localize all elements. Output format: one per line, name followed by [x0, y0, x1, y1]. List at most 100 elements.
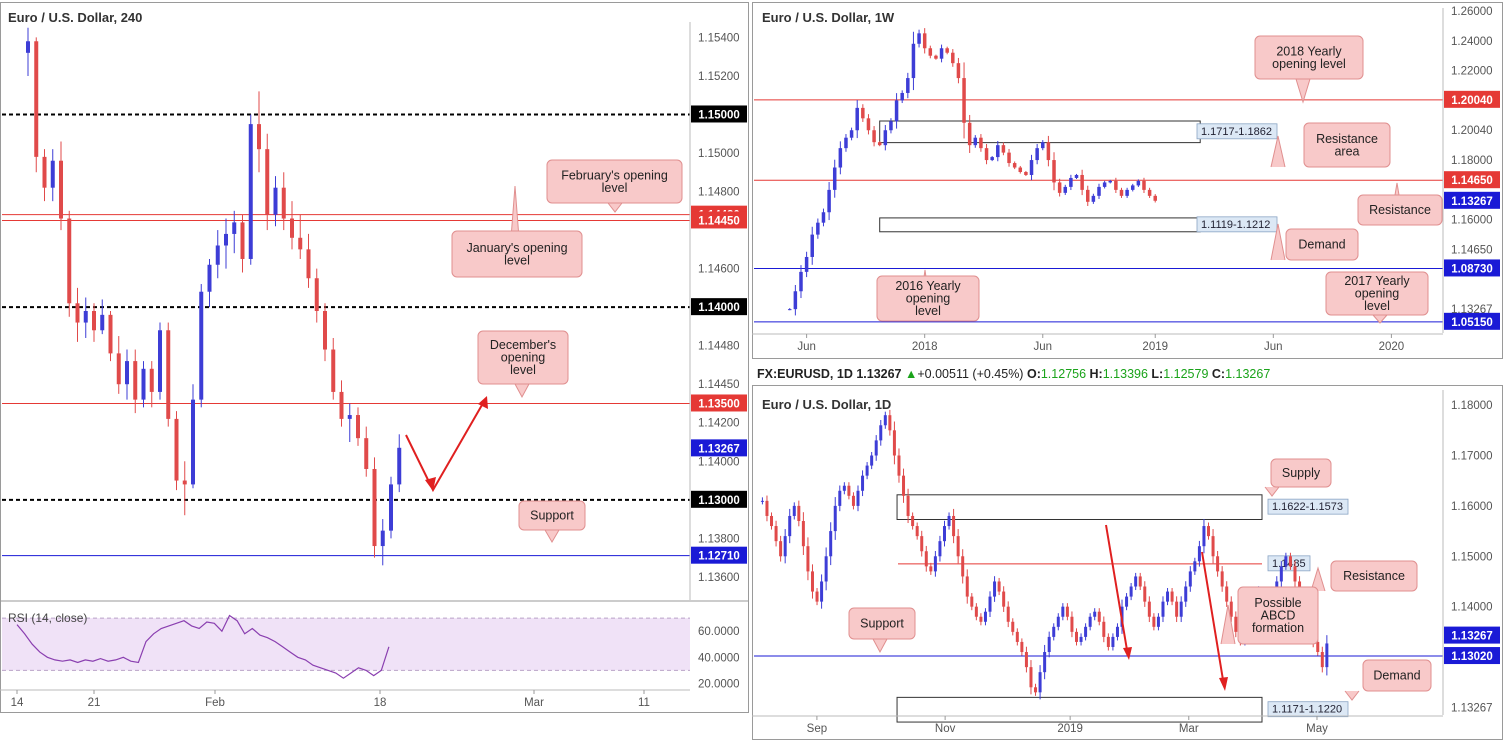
weekly-candle — [1119, 189, 1124, 196]
daily-candle — [788, 515, 792, 537]
price-candle — [248, 124, 253, 259]
resistance-callout-text: Resistance — [1369, 203, 1431, 217]
price-candle — [149, 368, 154, 392]
weekly-candle — [821, 212, 826, 223]
weekly-candle — [872, 130, 876, 143]
price-candle — [141, 368, 146, 400]
daily-candle — [929, 566, 933, 572]
daily-candle — [1115, 626, 1119, 637]
daily-candle — [820, 581, 824, 602]
abcd-callout-text: Possible ABCD formation — [1252, 596, 1304, 635]
supply-callout-text: Supply — [1282, 466, 1321, 480]
daily-candle — [861, 475, 865, 491]
weekly-candle — [1114, 180, 1118, 190]
price-candle — [158, 330, 162, 392]
yearly-2016-callout: 2016 Yearly opening level — [876, 269, 980, 322]
daily-candle — [1234, 616, 1238, 632]
symbol-c-label: C: — [1212, 367, 1225, 381]
price-tick-label: 1.17000 — [1451, 451, 1493, 463]
price-candle — [372, 468, 377, 547]
time-tick-label: 14 — [11, 697, 24, 709]
dec-opening-callout: December's opening level — [477, 330, 569, 399]
daily-candle — [1143, 586, 1147, 602]
daily-candle — [988, 596, 992, 612]
demand-callout-text: Demand — [1298, 238, 1345, 252]
last-price-tag: 1.13267 — [698, 443, 740, 455]
daily-candle — [797, 505, 801, 522]
supply-callout: Supply — [1264, 458, 1332, 497]
price-candle — [26, 41, 30, 53]
price-level-tag-bg — [1444, 171, 1500, 189]
daily-candle — [879, 425, 883, 441]
daily-candle — [883, 415, 887, 426]
demand-callout-daily: Demand — [1344, 659, 1432, 701]
supply-callout-box — [1270, 458, 1332, 488]
price-candle — [281, 187, 286, 219]
zone-label-bg — [1267, 498, 1349, 515]
price-candle — [356, 415, 360, 439]
weekly-candle — [1063, 186, 1068, 193]
price-level-tag-bg — [691, 394, 747, 412]
daily-candle — [833, 505, 837, 532]
dec-opening-callout-text: December's opening level — [490, 338, 556, 377]
resistance-area-callout-text: Resistance area — [1316, 132, 1378, 159]
daily-candle — [933, 556, 937, 572]
weekly-candle — [793, 291, 798, 310]
daily-candle — [1102, 621, 1106, 637]
price-candle — [207, 264, 212, 292]
price-candle — [314, 278, 319, 311]
weekly-candle — [1136, 180, 1141, 186]
price-candle — [224, 233, 228, 246]
daily-candle — [1002, 591, 1006, 607]
daily-candle — [1147, 601, 1151, 617]
chart-title: Euro / U.S. Dollar, 1D — [762, 397, 891, 412]
left-panel-frame — [0, 2, 749, 713]
daily-candle — [1070, 616, 1074, 632]
zone-box — [896, 696, 1263, 723]
price-tick-label: 1.26000 — [1451, 6, 1493, 18]
price-tick-label: 1.13800 — [698, 533, 740, 545]
weekly-candle — [906, 78, 910, 93]
weekly-candle — [838, 148, 843, 168]
daily-candle — [1188, 571, 1192, 587]
dec-opening-callout-box — [477, 330, 569, 385]
daily-candle — [1093, 611, 1097, 617]
price-tick-label: 1.14200 — [698, 418, 740, 430]
daily-candle — [897, 455, 901, 476]
price-candle — [34, 41, 39, 157]
price-level-tag: 1.05150 — [1451, 317, 1493, 329]
price-level-tag: 1.14000 — [698, 302, 740, 314]
price-candle — [174, 418, 179, 481]
weekly-candle — [1035, 148, 1039, 161]
daily-candle — [1015, 631, 1019, 642]
price-tick-label: 1.24000 — [1451, 36, 1493, 48]
weekly-candle — [956, 63, 961, 79]
price-candle — [257, 124, 261, 150]
weekly-candle — [849, 130, 854, 138]
zone-box — [879, 120, 1201, 144]
price-candle — [166, 330, 171, 419]
daily-candle — [1175, 601, 1179, 617]
symbol-c: 1.13267 — [1225, 367, 1270, 381]
daily-candle — [1011, 621, 1015, 632]
price-tick-label: 1.13267 — [1451, 304, 1493, 316]
daily-candle — [770, 515, 774, 527]
daily-candle — [965, 576, 969, 597]
demand-callout-box — [1285, 228, 1359, 261]
price-candle — [182, 480, 187, 485]
zone-label: 1.1171-1.1220 — [1272, 704, 1342, 716]
price-level-tag-bg — [1444, 259, 1500, 277]
weekly-candle — [911, 43, 916, 79]
price-candle — [397, 447, 402, 485]
weekly-candle — [877, 142, 882, 146]
resistance-area-callout-box — [1303, 122, 1391, 168]
time-tick-label: Mar — [1179, 723, 1199, 735]
feb-opening-callout-box — [546, 159, 683, 204]
daily-candle — [1229, 601, 1233, 617]
daily-candle — [765, 500, 769, 516]
daily-candle — [760, 500, 764, 502]
daily-candle — [1216, 556, 1220, 572]
price-candle — [108, 314, 113, 354]
daily-candle — [1056, 616, 1060, 627]
feb-opening-callout-text: February's opening level — [561, 168, 668, 195]
